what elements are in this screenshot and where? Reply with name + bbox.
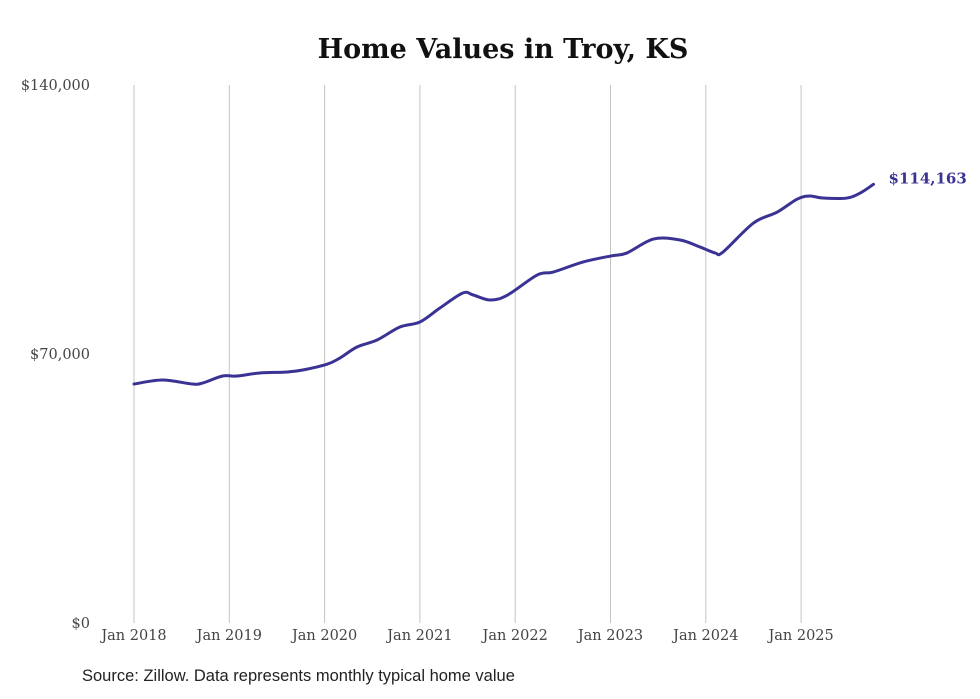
series-line [132, 182, 876, 386]
x-tick-label: Jan 2022 [481, 628, 548, 644]
y-tick-label: $140,000 [21, 78, 90, 94]
source-note: Source: Zillow. Data represents monthly … [82, 667, 515, 685]
y-tick-label: $0 [72, 616, 90, 632]
x-tick-label: Jan 2023 [576, 628, 643, 644]
end-value-label: $114,163 [889, 169, 967, 187]
chart-title: Home Values in Troy, KS [318, 34, 689, 65]
x-tick-label: Jan 2020 [290, 628, 357, 644]
y-tick-label: $70,000 [30, 347, 90, 363]
x-tick-label: Jan 2025 [766, 628, 833, 644]
x-tick-label: Jan 2019 [195, 628, 262, 644]
x-tick-label: Jan 2021 [385, 628, 452, 644]
x-tick-label: Jan 2024 [671, 628, 738, 644]
x-tick-label: Jan 2018 [99, 628, 166, 644]
